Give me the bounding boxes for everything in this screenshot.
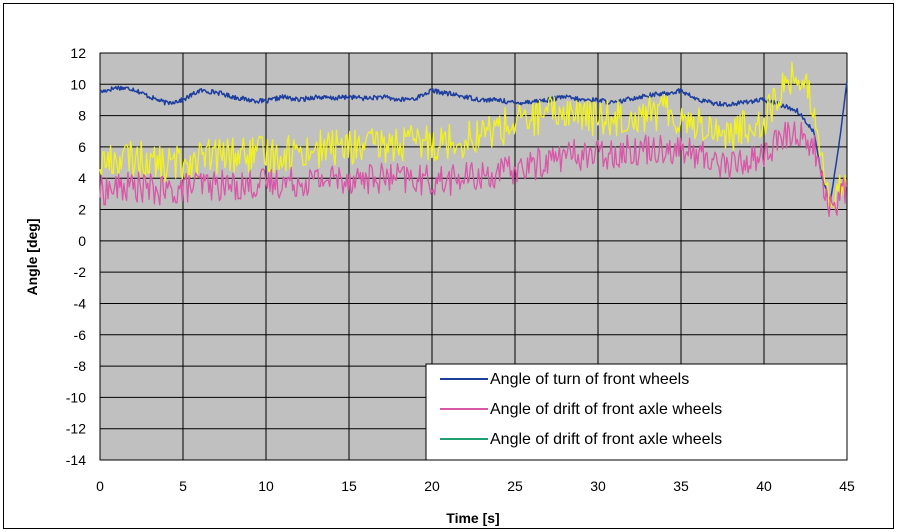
x-axis-label: Time [s] — [446, 510, 499, 526]
x-tick-label: 0 — [96, 478, 104, 494]
legend-label: Angle of drift of front axle wheels — [490, 431, 722, 448]
y-tick-label: -6 — [74, 327, 87, 343]
series-line-3 — [99, 61, 847, 210]
legend-label: Angle of turn of front wheels — [490, 371, 689, 388]
y-tick-label: 12 — [70, 45, 86, 61]
x-tick-label: 15 — [341, 478, 357, 494]
y-tick-label: -10 — [66, 389, 86, 405]
x-tick-label: 25 — [507, 478, 523, 494]
x-tick-label: 5 — [179, 478, 187, 494]
y-tick-label: -8 — [74, 358, 87, 374]
y-tick-label: -4 — [74, 295, 87, 311]
y-tick-label: -14 — [66, 452, 86, 468]
y-tick-label: 10 — [70, 76, 86, 92]
series-line-2 — [99, 121, 847, 218]
x-tick-label: 20 — [424, 478, 440, 494]
x-tick-label: 30 — [590, 478, 606, 494]
y-tick-label: -2 — [74, 264, 87, 280]
legend — [425, 363, 848, 461]
legend-label: Angle of drift of front axle wheels — [490, 401, 722, 418]
y-tick-label: 0 — [78, 233, 86, 249]
y-tick-label: 8 — [78, 108, 86, 124]
y-tick-label: 6 — [78, 139, 86, 155]
y-tick-label: 4 — [78, 170, 86, 186]
y-tick-label: 2 — [78, 202, 86, 218]
y-axis-label: Angle [deg] — [24, 219, 40, 296]
series-line-1 — [99, 81, 848, 203]
x-tick-label: 45 — [839, 478, 855, 494]
y-tick-label: -12 — [66, 421, 86, 437]
x-tick-label: 40 — [756, 478, 772, 494]
x-tick-label: 10 — [258, 478, 274, 494]
chart-frame — [3, 3, 894, 529]
x-tick-label: 35 — [673, 478, 689, 494]
